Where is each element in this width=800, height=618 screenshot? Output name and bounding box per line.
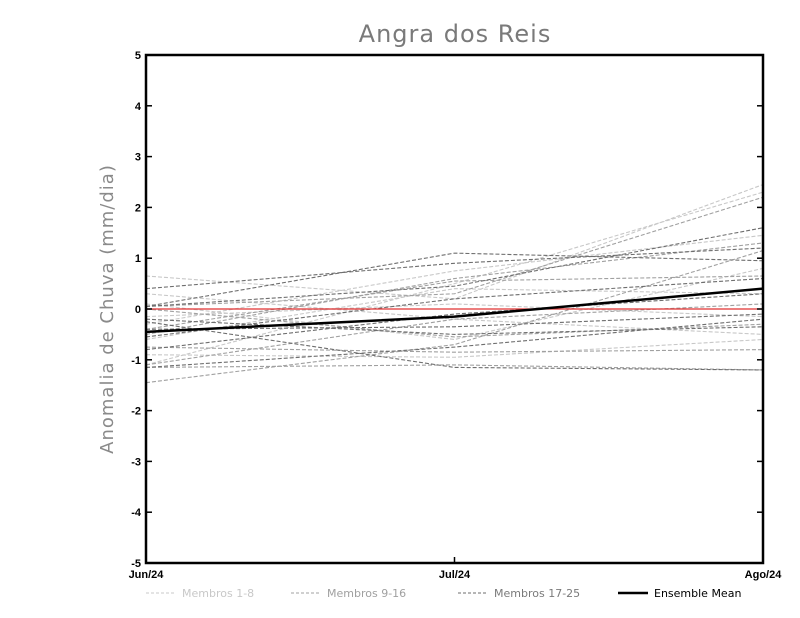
member-line-m17 <box>145 252 764 308</box>
member-line-m15 <box>145 346 764 353</box>
ensemble-mean-line <box>145 287 764 334</box>
member-line-m23 <box>145 318 764 335</box>
x-tick-label: Jun/24 <box>129 569 165 581</box>
y-tick-label: 5 <box>135 50 141 62</box>
member-line-m18 <box>145 227 764 308</box>
y-tick-label: -1 <box>131 355 141 367</box>
member-line-m1 <box>145 184 764 300</box>
y-tick-label: -2 <box>131 406 141 418</box>
chart-title: Angra dos Reis <box>359 20 552 48</box>
member-line-m14 <box>145 308 764 338</box>
y-tick-label: 1 <box>135 253 141 265</box>
member-line-m9 <box>145 196 764 308</box>
legend: Membros 1-8 Membros 9-16 Membros 17-25 Ense… <box>146 587 741 600</box>
member-line-m3 <box>145 234 764 325</box>
y-tick-label: -5 <box>131 558 141 570</box>
legend-label: Ensemble Mean <box>654 587 741 600</box>
y-axis-label: Anomalia de Chuva (mm/dia) <box>97 164 118 454</box>
member-line-m12 <box>145 275 764 330</box>
member-line-m16 <box>145 364 764 371</box>
member-line-m10 <box>145 242 764 335</box>
y-tick-label: 0 <box>135 304 141 316</box>
member-line-m7 <box>145 338 764 358</box>
legend-label: Membros 9-16 <box>327 587 406 600</box>
y-tick-label: 3 <box>135 152 141 164</box>
legend-label: Membros 17-25 <box>494 587 580 600</box>
y-tick-label: -4 <box>131 507 142 519</box>
member-line-m11 <box>145 250 764 384</box>
y-tick-label: -3 <box>131 456 141 468</box>
member-line-m8 <box>145 303 764 318</box>
member-line-m2 <box>145 191 764 366</box>
member-line-m24 <box>145 318 764 368</box>
member-line-m19 <box>145 247 764 290</box>
member-line-m5 <box>145 288 764 341</box>
member-line-m22 <box>145 313 764 330</box>
legend-label: Membros 1-8 <box>182 587 254 600</box>
y-tick-label: 4 <box>135 101 142 113</box>
member-line-m21 <box>145 293 764 351</box>
x-tick-label: Ago/24 <box>745 569 783 581</box>
member-line-m25 <box>145 321 764 371</box>
y-tick-label: 2 <box>135 202 141 214</box>
x-tick-label: Jul/24 <box>439 569 471 581</box>
